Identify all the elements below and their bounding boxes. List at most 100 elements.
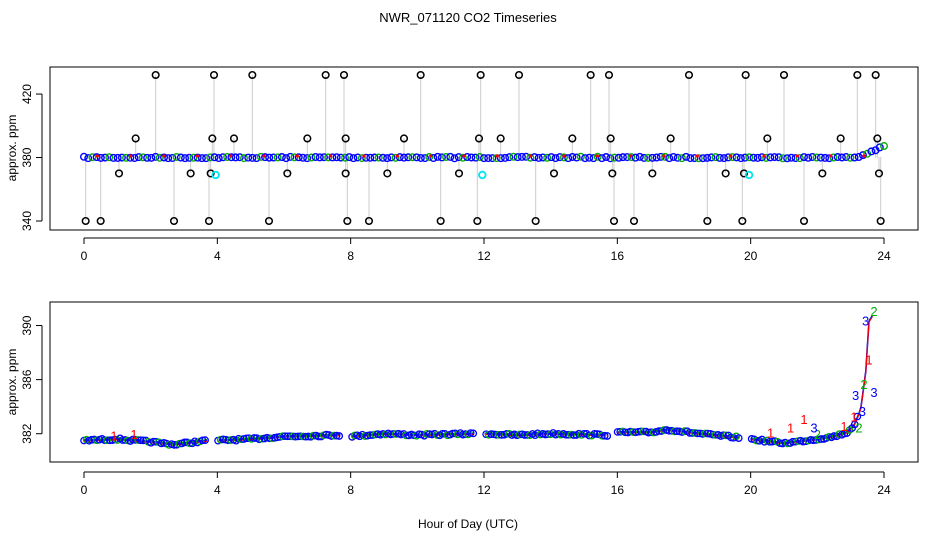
data-point — [404, 153, 413, 162]
data-point — [216, 435, 225, 444]
data-point — [105, 153, 114, 162]
data-point — [804, 153, 813, 162]
outlier-point — [568, 134, 577, 143]
data-point — [433, 152, 442, 161]
data-point — [261, 153, 270, 162]
data-point-fleck — [562, 154, 566, 158]
data-point — [853, 412, 862, 421]
outlier-point — [703, 216, 712, 226]
data-point — [454, 153, 463, 162]
data-point — [576, 152, 585, 161]
series-label-3: 3 — [852, 388, 859, 403]
data-point — [242, 434, 251, 443]
data-point — [850, 153, 859, 162]
data-point — [598, 431, 606, 440]
data-point — [787, 153, 796, 162]
outlier-point — [876, 216, 885, 226]
data-point — [189, 153, 198, 162]
data-point — [837, 153, 846, 162]
series-label-1: 1 — [787, 420, 794, 435]
data-point — [294, 432, 302, 441]
data-point — [408, 153, 417, 162]
data-point — [568, 152, 577, 161]
bottom-x-tick-label: 12 — [477, 483, 491, 497]
data-point — [585, 153, 594, 162]
data-point — [314, 432, 323, 441]
outlier-point — [186, 169, 195, 178]
data-point — [711, 431, 720, 439]
data-point — [597, 154, 606, 163]
data-point — [143, 153, 152, 162]
data-point — [458, 153, 467, 162]
series-label-2: 2 — [814, 427, 821, 442]
data-point — [502, 429, 511, 438]
data-point — [357, 154, 366, 163]
top-x-tick-label: 8 — [347, 249, 354, 263]
data-point — [778, 154, 787, 163]
data-point — [366, 431, 374, 439]
data-point — [122, 153, 131, 162]
bottom-x-tick-label: 16 — [611, 483, 625, 497]
data-point — [198, 436, 207, 445]
data-point — [164, 154, 173, 163]
data-point-fleck — [762, 154, 766, 158]
data-point — [497, 431, 506, 439]
series-label-1: 1 — [767, 426, 774, 441]
data-point — [647, 428, 655, 437]
series-label-1: 1 — [850, 409, 857, 424]
data-point — [130, 153, 139, 162]
outlier-point — [853, 70, 862, 80]
data-point — [193, 153, 202, 162]
data-point — [362, 153, 371, 162]
data-point — [84, 154, 93, 163]
top-outlier-links — [85, 75, 882, 221]
data-point — [745, 153, 754, 162]
data-point — [569, 431, 578, 439]
data-point — [392, 430, 400, 438]
data-point — [335, 432, 344, 440]
data-point — [690, 154, 699, 163]
top-y-tick-label: 380 — [20, 147, 34, 167]
data-point — [353, 153, 362, 162]
data-point — [665, 154, 674, 163]
data-point — [715, 153, 724, 162]
data-point — [117, 153, 126, 162]
data-point — [415, 430, 423, 439]
data-point — [218, 153, 227, 162]
outlier-point — [473, 216, 482, 226]
data-point — [378, 153, 387, 162]
data-point — [307, 153, 316, 162]
data-point — [551, 154, 560, 163]
series-label-1: 1 — [130, 427, 137, 442]
data-point — [227, 436, 235, 444]
data-point — [858, 151, 867, 160]
data-point — [812, 153, 821, 162]
data-point — [593, 152, 602, 161]
outlier-point — [608, 169, 617, 178]
outlier-point — [454, 169, 464, 178]
outlier-point — [871, 70, 880, 80]
data-point — [231, 153, 240, 162]
data-point — [752, 436, 761, 445]
data-point — [720, 154, 729, 163]
outlier-point — [208, 134, 217, 143]
data-point — [693, 429, 702, 438]
data-point — [707, 153, 716, 162]
data-point — [175, 439, 184, 448]
data-point — [250, 434, 258, 442]
top-plot-frame — [49, 66, 919, 231]
outlier-point — [399, 134, 409, 143]
data-point — [288, 432, 297, 441]
outlier-point — [836, 134, 845, 143]
outlier-point — [343, 216, 352, 226]
data-point — [471, 153, 480, 162]
data-point — [701, 429, 710, 438]
flagged-point — [211, 170, 220, 180]
data-point — [170, 441, 179, 449]
data-point — [627, 153, 636, 162]
data-point — [328, 153, 337, 162]
data-point — [113, 153, 122, 162]
data-point — [789, 437, 797, 446]
